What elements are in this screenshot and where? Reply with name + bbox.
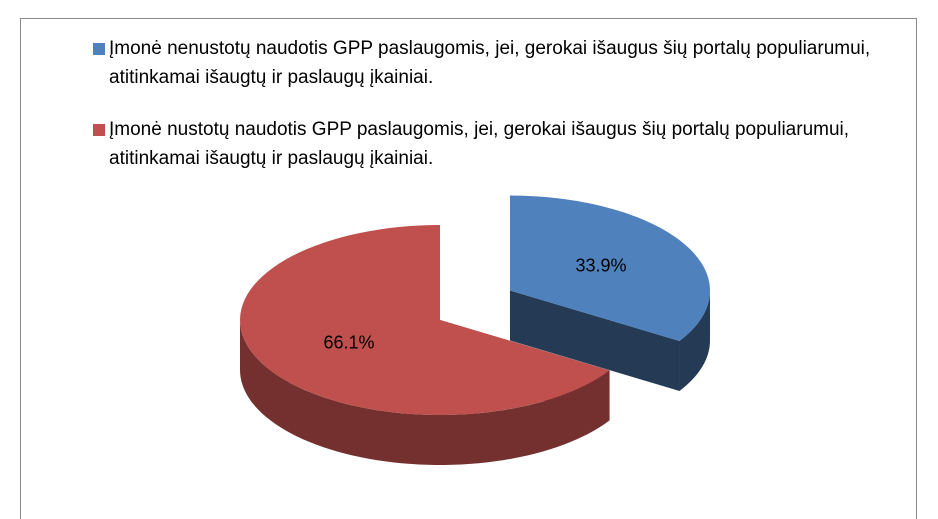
slice-top	[240, 225, 610, 415]
pie-slice	[509, 195, 710, 391]
legend-label: Įmonė nustotų naudotis GPP paslaugomis, …	[109, 119, 850, 169]
slice-top	[509, 195, 710, 341]
slice-wall	[240, 320, 610, 465]
chart-frame	[20, 18, 917, 519]
data-label: 33.9%	[575, 255, 626, 275]
data-label: 66.1%	[323, 333, 374, 353]
legend-swatch	[93, 43, 105, 55]
legend-swatch	[93, 124, 105, 136]
slice-wall	[679, 290, 710, 391]
legend-label: Įmonė nenustotų naudotis GPP paslaugomis…	[109, 38, 871, 88]
legend-item: Įmonė nustotų naudotis GPP paslaugomis, …	[93, 115, 893, 173]
legend-item: Įmonė nenustotų naudotis GPP paslaugomis…	[93, 34, 893, 92]
slice-side	[509, 290, 680, 391]
pie-slice	[240, 225, 610, 465]
